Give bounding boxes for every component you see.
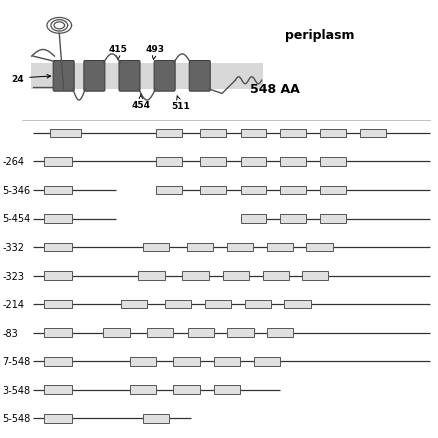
- Bar: [284, 300, 310, 309]
- Bar: [120, 300, 147, 309]
- Bar: [142, 243, 169, 252]
- Bar: [129, 357, 155, 366]
- Bar: [266, 328, 293, 337]
- Bar: [147, 328, 173, 337]
- Bar: [173, 357, 199, 366]
- Bar: [182, 272, 208, 280]
- FancyBboxPatch shape: [189, 61, 210, 92]
- Text: 548 AA: 548 AA: [250, 83, 299, 96]
- Bar: [44, 357, 72, 366]
- Bar: [240, 129, 266, 138]
- Bar: [279, 215, 306, 223]
- Bar: [319, 158, 345, 166]
- Bar: [244, 300, 271, 309]
- Text: -323: -323: [2, 271, 24, 281]
- Bar: [359, 129, 385, 138]
- Bar: [155, 158, 182, 166]
- Bar: [227, 243, 253, 252]
- Bar: [173, 385, 199, 394]
- Text: 454: 454: [131, 95, 150, 110]
- Bar: [279, 158, 306, 166]
- Bar: [319, 129, 345, 138]
- Bar: [319, 186, 345, 195]
- Text: -214: -214: [2, 300, 24, 309]
- Bar: [214, 385, 240, 394]
- Bar: [187, 328, 213, 337]
- Bar: [262, 272, 288, 280]
- Bar: [129, 385, 155, 394]
- Bar: [253, 357, 279, 366]
- Bar: [266, 243, 293, 252]
- Bar: [44, 186, 72, 195]
- Bar: [227, 328, 253, 337]
- FancyBboxPatch shape: [84, 61, 105, 92]
- Bar: [44, 300, 72, 309]
- Bar: [44, 328, 72, 337]
- Bar: [103, 328, 129, 337]
- Text: 415: 415: [109, 45, 127, 60]
- Bar: [44, 385, 72, 394]
- Bar: [44, 243, 72, 252]
- Bar: [306, 243, 332, 252]
- Text: 3-548: 3-548: [2, 385, 30, 395]
- Bar: [164, 300, 191, 309]
- Text: -264: -264: [2, 157, 24, 167]
- Bar: [199, 158, 226, 166]
- FancyBboxPatch shape: [154, 61, 175, 92]
- Text: 5-346: 5-346: [2, 186, 30, 195]
- Bar: [214, 357, 240, 366]
- Bar: [199, 186, 226, 195]
- Bar: [319, 215, 345, 223]
- Bar: [44, 414, 72, 423]
- Bar: [279, 186, 306, 195]
- Text: 24: 24: [11, 74, 50, 83]
- Bar: [223, 272, 248, 280]
- Bar: [240, 186, 266, 195]
- FancyBboxPatch shape: [53, 61, 74, 92]
- Bar: [44, 272, 72, 280]
- Text: 5-454: 5-454: [2, 214, 30, 224]
- Text: 5-548: 5-548: [2, 413, 30, 423]
- Bar: [240, 215, 266, 223]
- Bar: [301, 272, 328, 280]
- Text: -332: -332: [2, 243, 24, 252]
- Bar: [44, 158, 72, 166]
- FancyBboxPatch shape: [119, 61, 140, 92]
- Bar: [155, 129, 182, 138]
- Text: periplasm: periplasm: [285, 28, 354, 42]
- Text: 7-548: 7-548: [2, 357, 30, 366]
- Bar: [44, 215, 72, 223]
- Bar: [155, 186, 182, 195]
- Bar: [186, 243, 212, 252]
- Text: -83: -83: [2, 328, 18, 338]
- Bar: [142, 414, 169, 423]
- Bar: [138, 272, 164, 280]
- Bar: [31, 64, 263, 90]
- Bar: [240, 158, 266, 166]
- Bar: [50, 129, 81, 138]
- Text: 511: 511: [171, 96, 189, 111]
- Bar: [199, 129, 226, 138]
- Text: 493: 493: [145, 45, 165, 60]
- Bar: [205, 300, 231, 309]
- Bar: [279, 129, 306, 138]
